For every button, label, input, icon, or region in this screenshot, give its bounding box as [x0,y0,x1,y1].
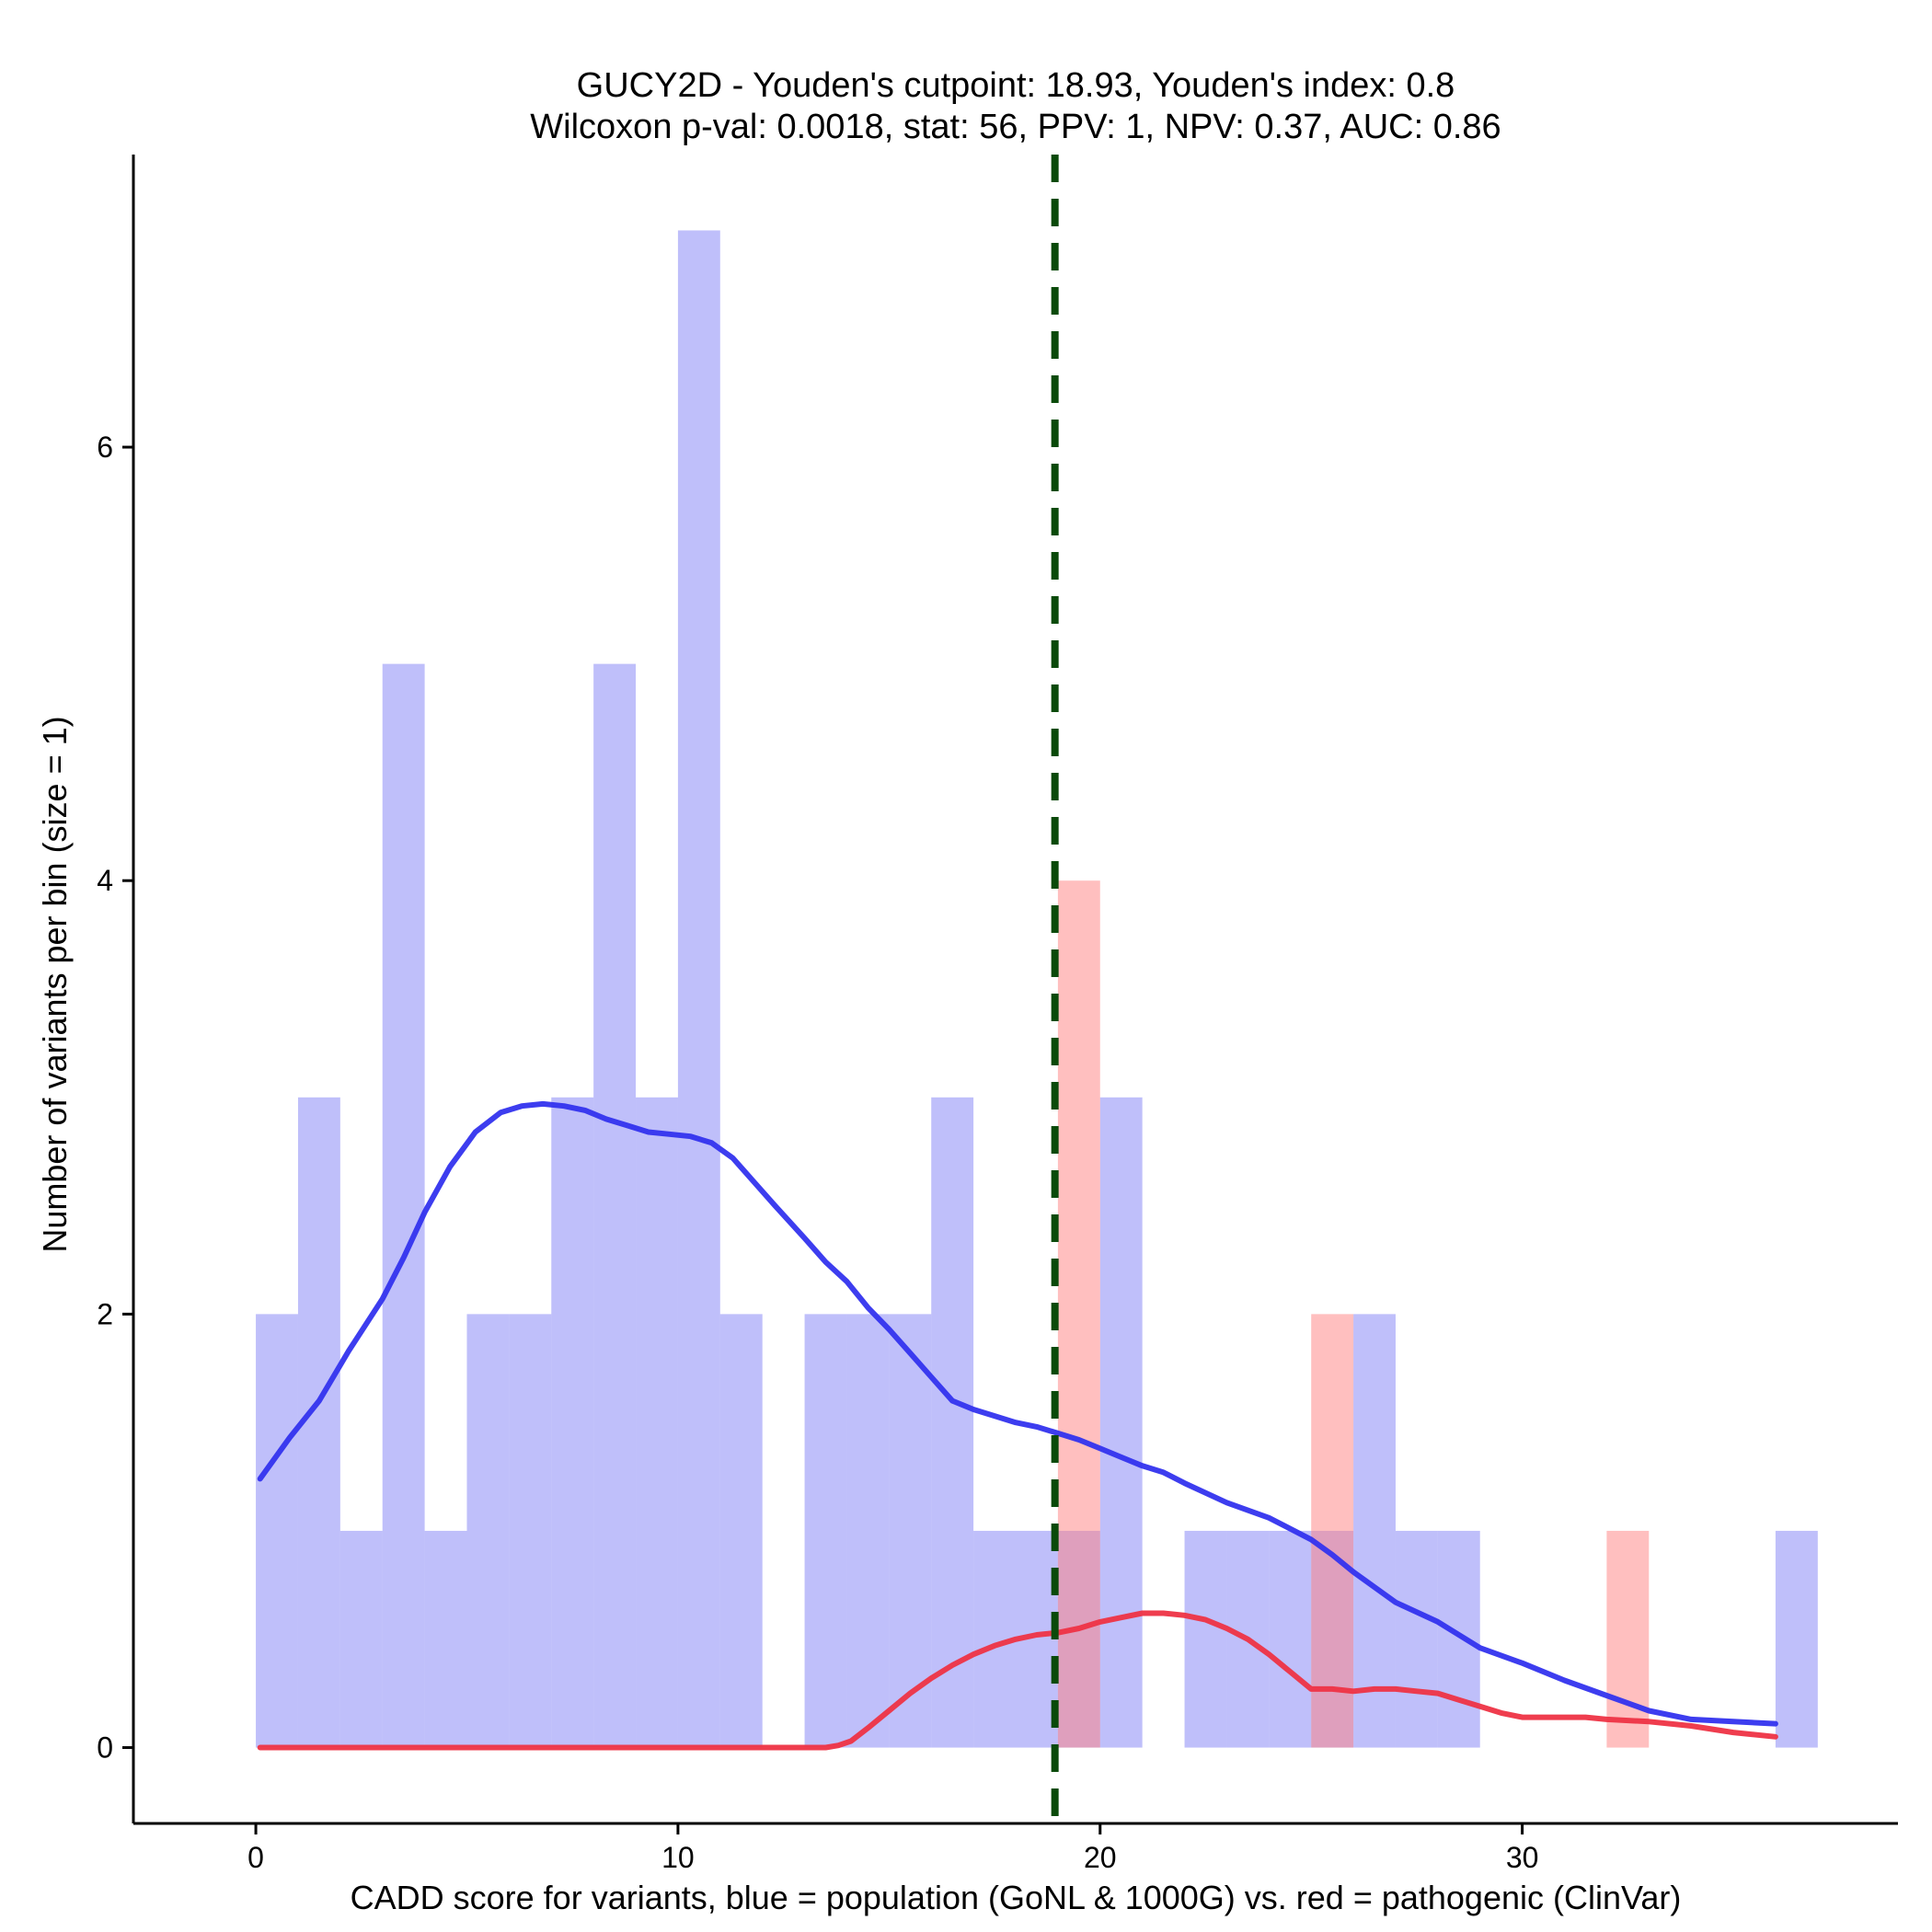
population-bar-13 [804,1314,847,1748]
density-curves [257,1100,1778,1751]
pathogenic-density-line [257,1610,1778,1751]
population-bar-28 [1437,1530,1480,1748]
population-bar-22 [1184,1530,1227,1748]
population-bar-5 [466,1314,510,1748]
pathogenic-histogram [1057,880,1650,1748]
y-tick-label-6: 6 [97,431,113,464]
population-bar-9 [636,1097,678,1748]
pathogenic-bar-19 [1057,880,1100,1748]
population-bar-4 [424,1530,467,1748]
y-tick-label-4: 4 [97,864,113,897]
chart-title-line-1: GUCY2D - Youden's cutpoint: 18.93, Youde… [577,66,1455,105]
y-tick-label-0: 0 [97,1731,113,1765]
y-axis-ticks: 0 2 4 6 [97,431,133,1765]
chart-title-line-2: Wilcoxon p-val: 0.0018, stat: 56, PPV: 1… [530,108,1501,146]
population-bar-0 [256,1314,298,1748]
population-bar-26 [1353,1314,1396,1748]
pathogenic-bar-32 [1606,1530,1650,1748]
x-tick-label-10: 10 [661,1841,695,1874]
population-bar-14 [846,1314,890,1748]
population-bar-6 [509,1314,552,1748]
pathogenic-bar-25 [1311,1314,1354,1748]
x-tick-label-0: 0 [247,1841,264,1874]
population-bar-2 [339,1530,383,1748]
chart-axes [132,155,1898,1825]
x-tick-label-30: 30 [1506,1841,1539,1874]
population-bar-24 [1269,1530,1312,1748]
population-density-line [257,1100,1778,1727]
population-bar-27 [1395,1530,1438,1748]
population-bar-20 [1099,1097,1143,1748]
x-axis-ticks: 0 10 20 30 [247,1823,1538,1874]
population-bar-16 [931,1097,974,1748]
x-tick-label-20: 20 [1084,1841,1117,1874]
population-bar-8 [593,663,637,1748]
population-bar-10 [677,230,720,1748]
population-bar-7 [551,1097,594,1748]
population-bar-36 [1775,1530,1818,1748]
population-bar-15 [889,1314,932,1748]
population-bar-3 [382,663,425,1748]
y-axis-label: Number of variants per bin (size = 1) [36,716,74,1252]
population-bar-11 [719,1314,763,1748]
y-tick-label-2: 2 [97,1297,113,1330]
x-axis-label: CADD score for variants, blue = populati… [351,1879,1682,1916]
